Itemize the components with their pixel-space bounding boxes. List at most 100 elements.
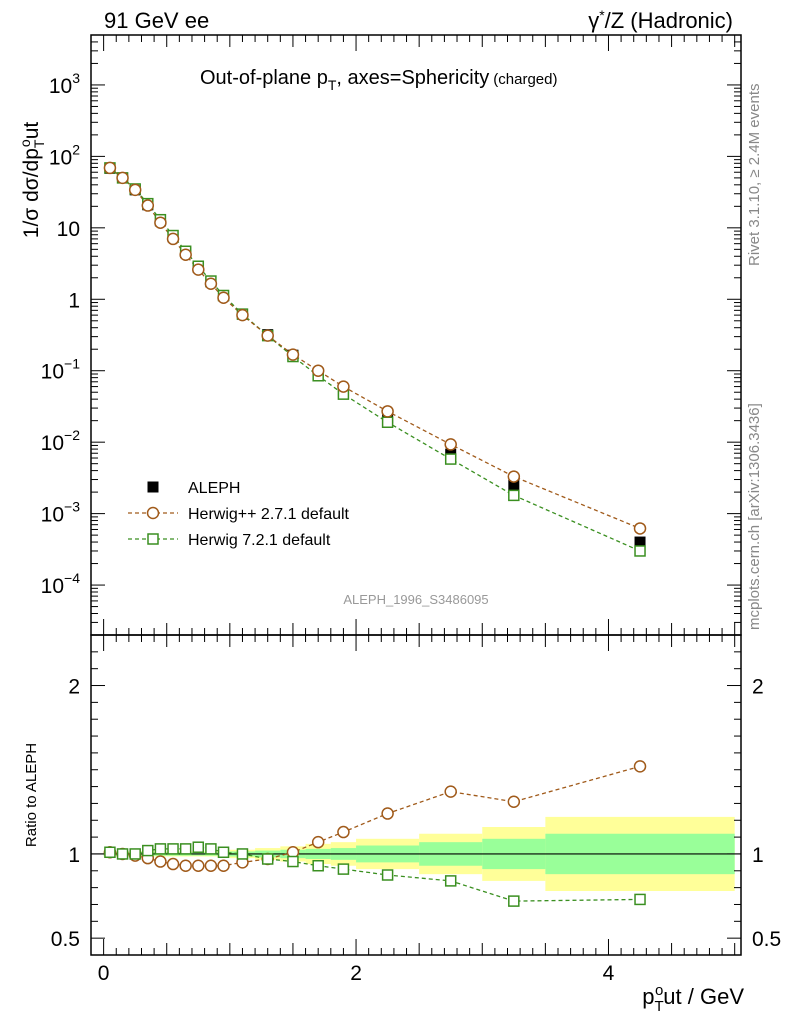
main-y-tick-label: 10−1: [41, 356, 81, 384]
main-y-tick-label: 10−3: [41, 499, 81, 527]
ratio-point-herwigpp: [311, 835, 325, 849]
plot-title-rest: , axes=Sphericity: [336, 67, 489, 89]
main-point-aleph: [634, 536, 646, 548]
ratio-y-tick-label-right: 2: [752, 676, 764, 699]
main-point-aleph: [508, 479, 520, 491]
main-y-tick-label: 1: [68, 289, 80, 312]
main-y-tick-exp: 2: [72, 141, 80, 157]
ratio-y-tick-label-left: 0.5: [51, 928, 80, 951]
main-point-herwigpp: [444, 438, 457, 451]
ratio-point-herwig7: [205, 843, 217, 855]
ratio-point-herwigpp: [337, 825, 350, 839]
ratio-series: [103, 760, 647, 907]
ratio-point-herwig7: [104, 846, 116, 859]
ratio-y-tick-label-right: 1: [752, 844, 764, 867]
main-point-herwigpp: [286, 348, 300, 361]
main-y-tick-label: 10: [57, 218, 80, 241]
ratio-point-herwig7: [142, 844, 154, 857]
main-point-herwig7: [381, 416, 394, 429]
main-y-label-b: ut: [20, 122, 43, 140]
ratio-point-herwig7: [444, 875, 457, 887]
main-y-tick-exp: 3: [72, 70, 80, 86]
main-point-herwigpp: [337, 380, 350, 393]
main-y-tick-label: 103: [49, 70, 80, 98]
ratio-point-herwigpp: [444, 785, 457, 798]
ratio-point-herwig7: [236, 848, 249, 860]
ratio-y-axis-label: Ratio to ALEPH: [23, 743, 40, 847]
main-point-herwig7: [634, 545, 646, 557]
main-y-label-a: 1/σ dσ/dp: [20, 148, 43, 238]
header-right-gamma: γ: [588, 8, 599, 33]
ratio-point-herwig7: [167, 843, 179, 855]
main-point-herwigpp: [154, 216, 167, 229]
ratio-y-tick-label-left: 1: [68, 844, 80, 867]
ratio-point-herwig7: [287, 855, 299, 868]
main-point-herwigpp: [217, 291, 230, 305]
main-point-herwig7: [508, 489, 520, 502]
legend-marker-aleph: [147, 481, 159, 493]
main-point-herwigpp: [141, 199, 155, 212]
main-point-herwigpp: [103, 161, 117, 175]
ratio-point-herwigpp: [217, 859, 230, 872]
x-label-sup: o: [655, 982, 663, 999]
main-y-tick-exp: −4: [64, 570, 80, 586]
main-y-tick-base: 10: [57, 218, 80, 241]
plot-title-small: (charged): [493, 71, 557, 88]
main-point-herwigpp: [166, 232, 180, 246]
ratio-point-herwig7: [217, 846, 230, 859]
main-y-tick-label: 102: [49, 141, 80, 169]
ratio-point-herwig7: [312, 859, 324, 872]
main-y-tick-exp: −1: [64, 356, 80, 372]
ratio-point-herwig7: [508, 895, 520, 907]
main-point-herwigpp: [204, 277, 218, 290]
main-y-tick-exp: −2: [64, 427, 80, 443]
ratio-x-ticks: 0 2 4: [98, 635, 736, 985]
legend-label: Herwig 7.2.1 default: [188, 532, 331, 549]
main-point-herwigpp: [507, 470, 521, 483]
header-left: 91 GeV ee: [104, 8, 209, 33]
ratio-y-tick-label-right: 0.5: [752, 928, 781, 951]
main-point-herwigpp: [116, 171, 129, 185]
mcplots-label: mcplots.cern.ch [arXiv:1306.3436]: [746, 403, 763, 630]
main-y-tick-base: 10: [41, 575, 64, 598]
main-point-herwigpp: [633, 522, 647, 535]
main-y-tick-label: 10−2: [41, 427, 81, 455]
main-series: [103, 161, 647, 557]
ratio-point-herwig7: [634, 893, 646, 906]
ratio-point-herwigpp: [633, 760, 647, 773]
main-y-tick-label: 10−4: [41, 570, 81, 598]
main-point-herwigpp: [236, 308, 249, 322]
header-right: γ*/Z (Hadronic): [588, 7, 733, 33]
ratio-frame: [90, 634, 742, 956]
main-y-tick-base: 10: [41, 361, 64, 384]
ratio-point-herwigpp: [154, 855, 167, 868]
plot-title-main: Out-of-plane p: [200, 67, 328, 89]
main-y-tick-base: 1: [68, 289, 80, 312]
ratio-point-herwigpp: [179, 859, 192, 872]
main-point-herwig7: [444, 453, 457, 465]
ratio-point-herwigpp: [192, 859, 205, 872]
legend-label: Herwig++ 2.7.1 default: [188, 506, 350, 523]
ratio-point-herwigpp: [204, 859, 218, 872]
ratio-point-herwig7: [129, 848, 141, 860]
ratio-x-tick-label: 4: [603, 962, 615, 985]
watermark: ALEPH_1996_S3486095: [343, 592, 488, 607]
main-point-herwigpp: [128, 183, 142, 197]
header-right-rest: /Z (Hadronic): [605, 8, 733, 33]
ratio-point-herwigpp: [166, 857, 180, 871]
main-line-herwigpp: [109, 167, 641, 530]
main-y-axis-label: 1/σ dσ/dpTout: [17, 122, 47, 239]
main-y-tick-base: 10: [41, 432, 64, 455]
main-y-tick-base: 10: [49, 75, 72, 98]
legend: ALEPH Herwig++ 2.7.1 default Herwig 7.2.1 …: [128, 480, 350, 549]
x-label-p: p: [642, 984, 654, 1009]
main-y-label-sub: T: [31, 139, 47, 148]
main-point-herwigpp: [381, 405, 394, 418]
ratio-point-herwigpp: [381, 807, 394, 820]
main-y-tick-base: 10: [49, 146, 72, 169]
main-y-tick-exp: −3: [64, 499, 80, 515]
legend-marker-herwigpp: [146, 506, 160, 520]
ratio-point-herwig7: [337, 863, 350, 875]
